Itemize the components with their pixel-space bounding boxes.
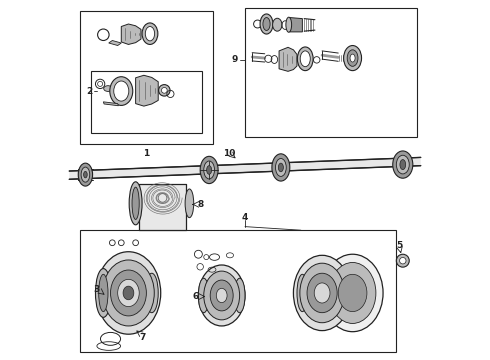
Ellipse shape <box>111 270 147 316</box>
Ellipse shape <box>307 273 337 313</box>
Bar <box>139 184 186 230</box>
Ellipse shape <box>104 86 112 91</box>
Ellipse shape <box>84 171 87 178</box>
Ellipse shape <box>216 288 227 303</box>
Ellipse shape <box>396 155 409 174</box>
Ellipse shape <box>142 23 158 44</box>
Ellipse shape <box>98 274 108 312</box>
Text: 6: 6 <box>193 292 198 301</box>
Ellipse shape <box>204 271 240 320</box>
Circle shape <box>396 254 409 267</box>
Ellipse shape <box>210 280 233 311</box>
Ellipse shape <box>260 14 273 34</box>
Ellipse shape <box>129 182 142 225</box>
Ellipse shape <box>278 163 283 172</box>
Ellipse shape <box>272 18 282 31</box>
Text: 8: 8 <box>197 200 203 209</box>
Ellipse shape <box>272 154 290 181</box>
Ellipse shape <box>286 17 292 32</box>
Ellipse shape <box>207 166 212 174</box>
Ellipse shape <box>132 187 139 220</box>
Ellipse shape <box>300 51 310 67</box>
Polygon shape <box>136 75 158 106</box>
Polygon shape <box>279 47 297 71</box>
Ellipse shape <box>78 163 93 186</box>
Ellipse shape <box>322 254 383 332</box>
Ellipse shape <box>198 265 245 326</box>
Ellipse shape <box>146 27 155 41</box>
Text: 5: 5 <box>396 241 402 250</box>
Circle shape <box>399 257 406 264</box>
Ellipse shape <box>297 47 313 71</box>
Bar <box>80 12 213 144</box>
Ellipse shape <box>118 279 139 307</box>
Ellipse shape <box>198 278 209 313</box>
Circle shape <box>161 87 167 93</box>
Ellipse shape <box>329 262 376 323</box>
Ellipse shape <box>393 151 413 178</box>
Ellipse shape <box>297 274 308 312</box>
Polygon shape <box>69 157 421 179</box>
Ellipse shape <box>263 18 270 31</box>
Ellipse shape <box>234 278 245 313</box>
Ellipse shape <box>343 45 362 71</box>
Text: 3: 3 <box>93 285 99 294</box>
Polygon shape <box>122 24 141 44</box>
Text: 10: 10 <box>222 149 235 158</box>
Ellipse shape <box>300 263 344 323</box>
Polygon shape <box>103 102 119 106</box>
Circle shape <box>159 85 170 96</box>
Ellipse shape <box>102 260 154 326</box>
Polygon shape <box>290 18 302 32</box>
Ellipse shape <box>96 252 161 334</box>
Ellipse shape <box>294 255 351 330</box>
Ellipse shape <box>347 50 358 66</box>
Bar <box>80 230 395 352</box>
Text: 2: 2 <box>86 86 93 95</box>
Ellipse shape <box>400 159 406 170</box>
Ellipse shape <box>204 161 215 179</box>
Text: 7: 7 <box>140 333 146 342</box>
Bar <box>245 8 417 137</box>
Ellipse shape <box>96 269 111 318</box>
Ellipse shape <box>146 273 158 313</box>
Text: 1: 1 <box>143 149 149 158</box>
Ellipse shape <box>338 274 367 312</box>
Text: 4: 4 <box>242 213 248 222</box>
Ellipse shape <box>350 54 355 62</box>
Ellipse shape <box>200 156 218 184</box>
Ellipse shape <box>123 286 134 300</box>
Ellipse shape <box>114 81 129 101</box>
Text: 9: 9 <box>231 55 238 64</box>
Polygon shape <box>109 41 122 45</box>
Ellipse shape <box>110 77 133 105</box>
Ellipse shape <box>275 158 286 176</box>
Ellipse shape <box>81 167 90 182</box>
Bar <box>91 71 202 134</box>
Ellipse shape <box>314 283 330 303</box>
Ellipse shape <box>185 189 194 218</box>
